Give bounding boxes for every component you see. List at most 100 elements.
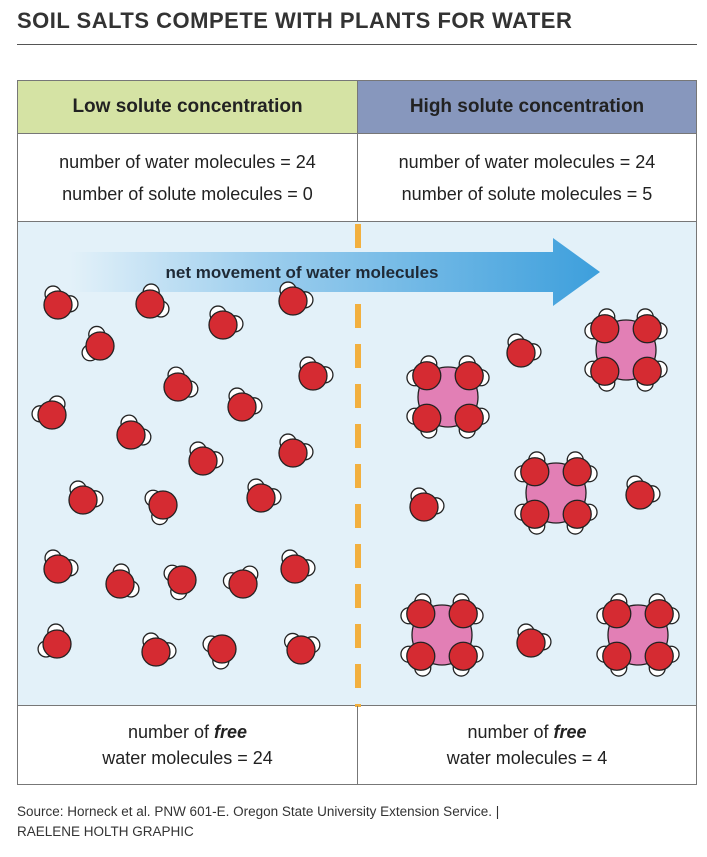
oxygen-atom: [448, 641, 478, 671]
water-molecule: [584, 356, 620, 392]
water-molecule: [644, 641, 680, 677]
low-free-word: free: [214, 722, 248, 742]
solute-complex: [584, 308, 668, 392]
water-molecule: [632, 308, 668, 344]
water-molecule: [135, 283, 170, 319]
molecules-layer: [31, 281, 680, 677]
water-molecule: [278, 281, 314, 316]
water-molecule: [43, 549, 79, 584]
source-credit: Source: Horneck et al. PNW 601-E. Oregon…: [17, 802, 697, 842]
water-molecule: [448, 641, 484, 677]
water-molecule: [562, 499, 598, 535]
water-molecule: [43, 285, 79, 320]
oxygen-atom: [454, 361, 484, 391]
solute-complex: [400, 593, 484, 677]
source-line-2: RAELENE HOLTH GRAPHIC: [17, 824, 194, 839]
high-free-line2: water molecules = 4: [446, 748, 608, 768]
water-molecule: [208, 305, 244, 340]
water-molecule: [222, 565, 259, 599]
water-molecule: [298, 356, 334, 391]
high-free-water-count: number of free water molecules = 4: [358, 706, 696, 784]
water-molecule: [202, 634, 237, 670]
oxygen-atom: [135, 289, 165, 319]
oxygen-atom: [85, 331, 115, 361]
solute-complex: [406, 355, 490, 439]
oxygen-atom: [278, 286, 308, 316]
water-molecule: [144, 489, 178, 526]
water-molecule: [514, 451, 550, 487]
page-title: SOIL SALTS COMPETE WITH PLANTS FOR WATER: [17, 8, 573, 33]
oxygen-atom: [43, 290, 73, 320]
low-water-count: number of water molecules = 24: [59, 151, 316, 172]
oxygen-atom: [632, 314, 662, 344]
water-molecule: [644, 593, 680, 629]
water-molecule: [81, 325, 115, 362]
oxygen-atom: [625, 480, 655, 510]
water-molecule: [596, 593, 632, 629]
water-molecule: [278, 433, 314, 468]
oxygen-atom: [562, 457, 592, 487]
water-molecule: [562, 451, 598, 487]
oxygen-atom: [141, 637, 171, 667]
water-molecule: [400, 641, 436, 677]
oxygen-atom: [188, 446, 218, 476]
title-rule: [17, 44, 697, 45]
oxygen-atom: [406, 641, 436, 671]
oxygen-atom: [298, 361, 328, 391]
water-molecule: [37, 623, 72, 659]
oxygen-atom: [448, 599, 478, 629]
oxygen-atom: [454, 403, 484, 433]
oxygen-atom: [43, 554, 73, 584]
water-molecule: [141, 632, 177, 667]
source-line-1: Source: Horneck et al. PNW 601-E. Oregon…: [17, 804, 500, 819]
water-molecule: [625, 475, 661, 510]
oxygen-atom: [280, 554, 310, 584]
diagram-frame: Low solute concentration High solute con…: [17, 80, 697, 785]
water-molecule: [632, 356, 668, 392]
oxygen-atom: [42, 629, 72, 659]
oxygen-atom: [163, 372, 193, 402]
oxygen-atom: [520, 457, 550, 487]
oxygen-atom: [116, 420, 146, 450]
oxygen-atom: [644, 599, 674, 629]
oxygen-atom: [246, 483, 276, 513]
low-free-line1: number of free: [128, 719, 247, 745]
oxygen-atom: [590, 314, 620, 344]
low-concentration-counts: number of water molecules = 24 number of…: [18, 133, 358, 221]
water-movement-arrow: [70, 238, 600, 306]
oxygen-atom: [516, 628, 546, 658]
oxygen-atom: [590, 356, 620, 386]
low-free-water-count: number of free water molecules = 24: [18, 706, 358, 784]
solute-complex: [514, 451, 598, 535]
oxygen-atom: [278, 438, 308, 468]
water-molecule: [406, 355, 442, 391]
water-molecule: [163, 366, 199, 402]
high-solute-count: number of solute molecules = 5: [401, 183, 653, 204]
water-molecule: [506, 333, 542, 368]
low-solute-count: number of solute molecules = 0: [62, 183, 313, 204]
oxygen-atom: [406, 599, 436, 629]
high-free-line1: number of free: [467, 719, 586, 745]
oxygen-atom: [105, 569, 135, 599]
molecule-illustration: net movement of water molecules: [31, 224, 680, 707]
oxygen-atom: [520, 499, 550, 529]
oxygen-atom: [602, 641, 632, 671]
high-concentration-header: High solute concentration: [358, 81, 696, 133]
water-molecule: [516, 623, 552, 658]
oxygen-atom: [506, 338, 536, 368]
oxygen-atom: [228, 569, 258, 599]
oxygen-atom: [644, 641, 674, 671]
low-free-prefix: number of: [127, 722, 214, 742]
water-molecule: [454, 403, 490, 439]
solute-complex: [596, 593, 680, 677]
oxygen-atom: [412, 361, 442, 391]
water-molecule: [188, 441, 224, 476]
water-molecule: [105, 563, 140, 599]
high-free-word: free: [553, 722, 587, 742]
oxygen-atom: [286, 635, 316, 665]
oxygen-atom: [148, 490, 178, 520]
oxygen-atom: [602, 599, 632, 629]
water-molecule: [283, 632, 321, 665]
oxygen-atom: [412, 403, 442, 433]
high-concentration-counts: number of water molecules = 24 number of…: [358, 133, 696, 221]
